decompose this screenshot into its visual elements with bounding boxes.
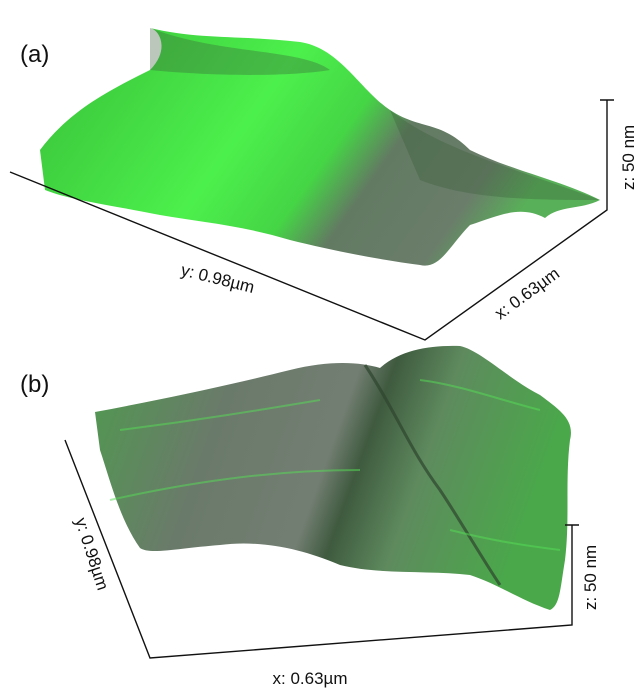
surface bbox=[95, 346, 571, 610]
panel-a: (a) y: 0.98µm x: 0.63µm z: 50 nm bbox=[10, 28, 638, 340]
panel-label: (a) bbox=[20, 41, 49, 68]
z-axis-label: z: 50 nm bbox=[619, 125, 638, 190]
z-axis-label: z: 50 nm bbox=[581, 545, 600, 610]
x-axis-label: x: 0.63µm bbox=[273, 669, 348, 688]
panel-b: (b) y: 0.98µm x: 0.63µm z: 50 nm bbox=[20, 346, 600, 688]
figure: (a) y: 0.98µm x: 0.63µm z: 50 nm (b) y: … bbox=[0, 0, 644, 690]
y-axis-label: y: 0.98µm bbox=[71, 515, 112, 592]
x-axis-label: x: 0.63µm bbox=[491, 264, 563, 323]
surface bbox=[40, 28, 600, 266]
y-axis-label: y: 0.98µm bbox=[179, 260, 256, 297]
panel-label: (b) bbox=[20, 371, 49, 398]
